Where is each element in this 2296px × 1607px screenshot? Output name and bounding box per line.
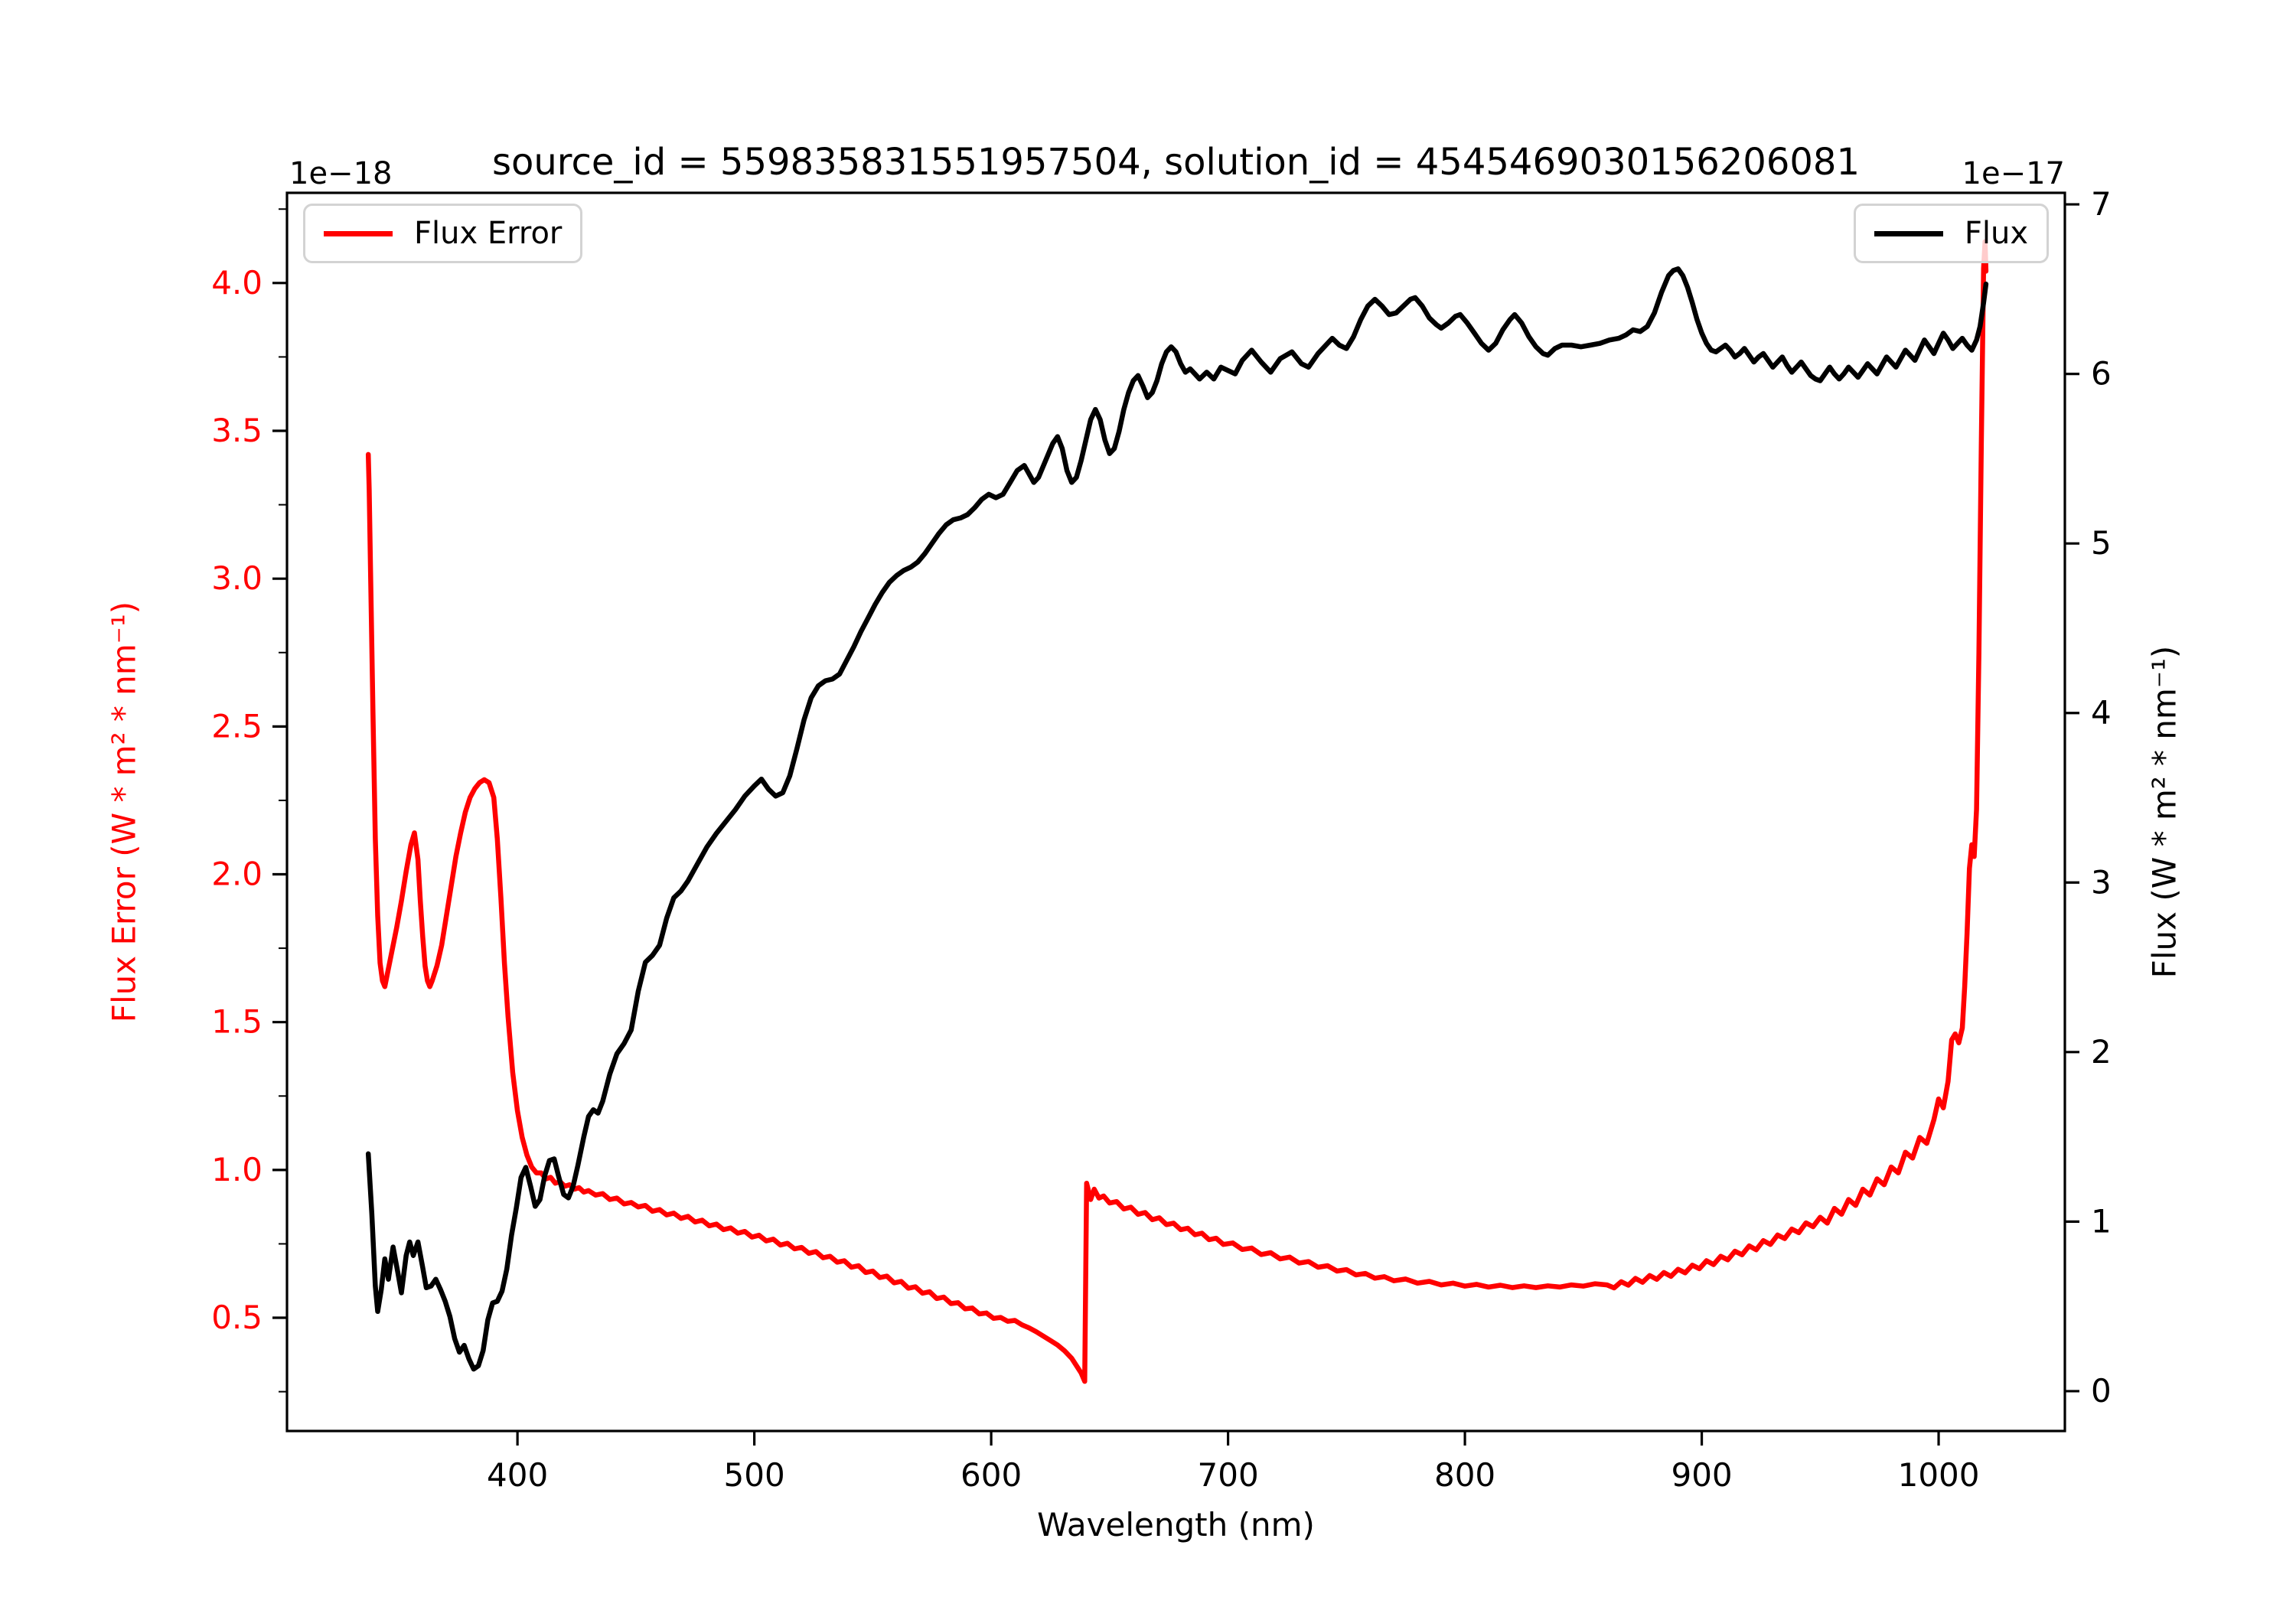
left-tick-label: 2.0 <box>211 856 263 893</box>
left-tick-label: 0.5 <box>211 1299 263 1336</box>
left-tick-label: 1.5 <box>211 1003 263 1041</box>
right-tick-label: 2 <box>2091 1033 2112 1071</box>
right-tick-label: 4 <box>2091 694 2112 732</box>
left-tick-label: 2.5 <box>211 707 263 745</box>
chart-title: source_id = 559835831551957504, solution… <box>491 141 1860 184</box>
legend-flux-error: Flux Error <box>303 204 583 263</box>
right-tick-label: 7 <box>2091 185 2112 223</box>
right-tick-label: 5 <box>2091 524 2112 562</box>
x-tick-label: 600 <box>960 1456 1022 1494</box>
curve-flux <box>365 266 1989 1372</box>
left-tick-label: 3.5 <box>211 412 263 449</box>
flux-error-line-sample <box>324 230 393 236</box>
right-tick-label: 3 <box>2091 863 2112 901</box>
right-tick-label: 0 <box>2091 1372 2112 1410</box>
left-axis-scale-offset: 1e−18 <box>289 156 393 191</box>
curve-flux-error <box>365 239 1989 1384</box>
legend-flux-label: Flux <box>1964 216 2028 251</box>
left-tick-label: 3.0 <box>211 559 263 597</box>
x-axis-label: Wavelength (nm) <box>1037 1506 1315 1543</box>
left-tick-label: 1.0 <box>211 1151 263 1188</box>
x-tick-label: 900 <box>1671 1456 1732 1494</box>
x-tick-label: 500 <box>724 1456 785 1494</box>
legend-flux: Flux <box>1853 204 2049 263</box>
right-axis-scale-offset: 1e−17 <box>1962 156 2065 191</box>
left-y-axis-label: Flux Error (W * m² * nm⁻¹) <box>105 601 143 1023</box>
right-tick-label: 1 <box>2091 1202 2112 1240</box>
right-y-axis-label: Flux (W * m² * nm⁻¹) <box>2145 645 2183 979</box>
right-tick-label: 6 <box>2091 355 2112 393</box>
x-tick-label: 700 <box>1198 1456 1259 1494</box>
left-tick-label: 4.0 <box>211 264 263 302</box>
x-tick-label: 1000 <box>1898 1456 1980 1494</box>
flux-line-sample <box>1874 230 1943 236</box>
x-tick-label: 800 <box>1434 1456 1495 1494</box>
legend-flux-error-label: Flux Error <box>414 216 563 251</box>
axes-frame <box>285 191 2066 1433</box>
x-tick-label: 400 <box>487 1456 548 1494</box>
